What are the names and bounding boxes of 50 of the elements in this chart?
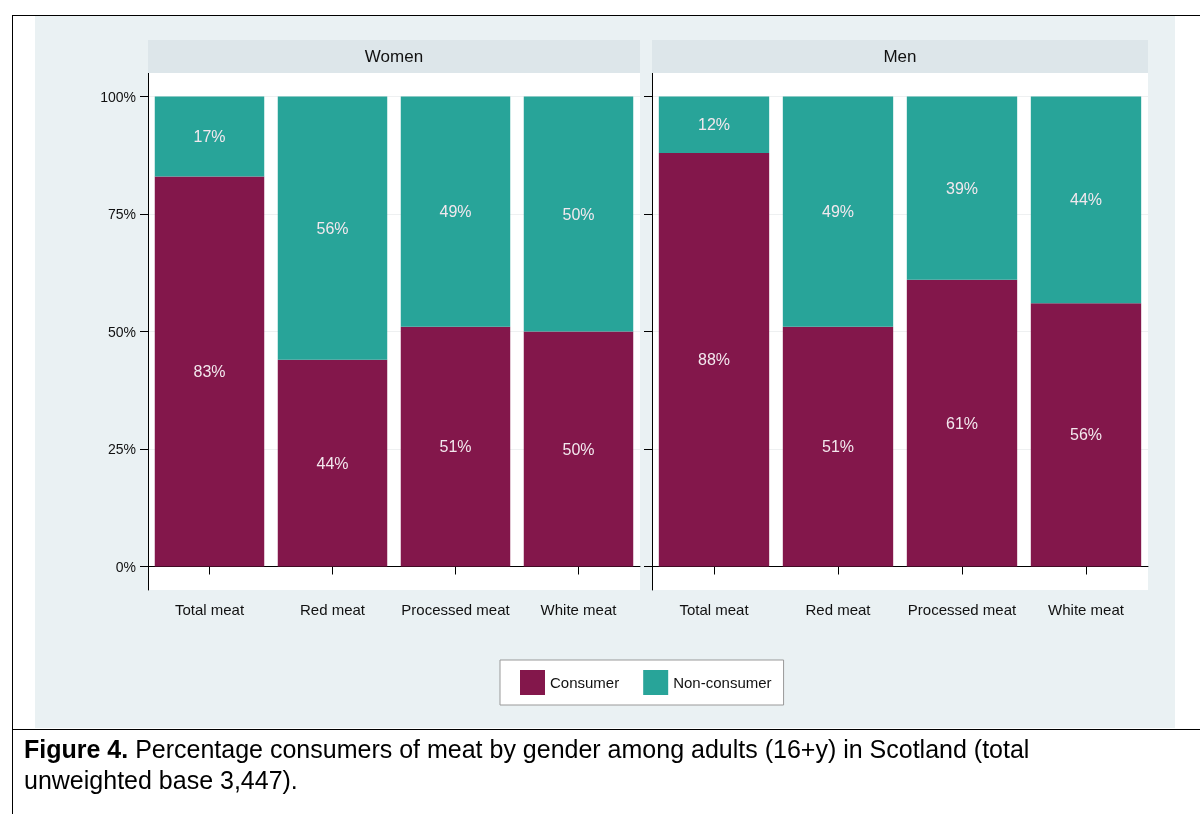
bar — [782, 326, 894, 567]
data-label: 49% — [821, 203, 855, 221]
x-tick-label: Red meat — [805, 601, 872, 618]
x-tick-label: Red meat — [299, 601, 366, 618]
data-label: 50% — [562, 440, 595, 458]
bar — [1030, 96, 1142, 304]
data-label: 56% — [316, 219, 349, 237]
y-tick-label: 0% — [115, 558, 136, 575]
x-tick-label: Total meat — [679, 601, 750, 618]
data-label: 39% — [945, 179, 979, 197]
x-tick-label: White meat — [540, 601, 618, 618]
bar — [523, 96, 634, 332]
y-tick-label: 50% — [107, 323, 136, 340]
y-tick-label: 25% — [107, 441, 136, 457]
data-label: 51% — [821, 438, 855, 456]
bar — [906, 279, 1018, 567]
legend-label: Consumer — [550, 674, 620, 691]
data-label: 61% — [945, 414, 979, 432]
bar — [277, 96, 388, 360]
legend-label: Non-consumer — [673, 674, 772, 691]
data-label: 51% — [439, 438, 472, 456]
bar — [1030, 303, 1142, 567]
caption: Figure 4. Percentage consumers of meat by gender among adults (16+y) in Scotland (total unweighted base 3,447). — [24, 734, 1031, 796]
y-tick-label: 75% — [107, 206, 136, 222]
bar — [400, 96, 511, 327]
data-label: 50% — [562, 205, 595, 223]
chart-title: Women — [148, 40, 640, 73]
y-tick-label: 100% — [100, 88, 136, 105]
x-tick-label: Processed meat — [907, 601, 1018, 618]
bar — [658, 152, 770, 567]
data-label: 56% — [1069, 426, 1103, 444]
x-tick-label: White meat — [1048, 601, 1125, 618]
x-tick-label: Total meat — [174, 601, 245, 618]
data-label: 17% — [193, 127, 226, 145]
bar — [906, 96, 1018, 280]
bar — [658, 96, 770, 153]
bar — [277, 359, 388, 567]
data-label: 12% — [697, 116, 731, 134]
bar — [154, 176, 265, 567]
chart-title: Men — [652, 40, 1148, 73]
data-label: 83% — [193, 362, 226, 380]
bar — [782, 96, 894, 327]
data-label: 88% — [697, 351, 731, 369]
data-label: 44% — [1069, 191, 1103, 209]
bar — [400, 326, 511, 567]
bar — [523, 331, 634, 567]
x-tick-label: Processed meat — [401, 601, 511, 618]
data-label: 49% — [439, 203, 472, 221]
bar — [154, 96, 265, 177]
data-label: 44% — [316, 454, 349, 472]
